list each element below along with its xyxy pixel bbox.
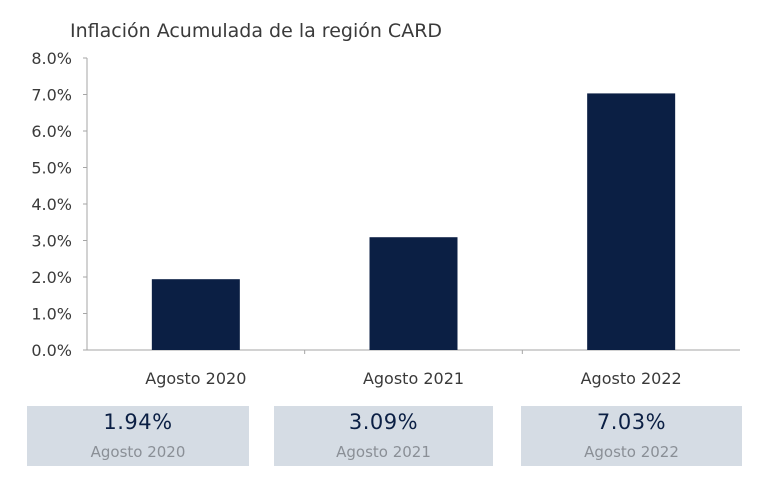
summary-card-2021: 3.09% Agosto 2021 bbox=[274, 406, 493, 466]
y-tick-label: 6.0% bbox=[31, 122, 72, 141]
y-tick-label: 8.0% bbox=[31, 49, 72, 68]
y-tick-label: 2.0% bbox=[31, 268, 72, 287]
summary-card-2020: 1.94% Agosto 2020 bbox=[27, 406, 249, 466]
x-tick-label: Agosto 2020 bbox=[145, 369, 246, 388]
y-axis-ticks: 0.0% 1.0% 2.0% 3.0% 4.0% 5.0% 6.0% 7.0% 8.0% bbox=[31, 49, 87, 360]
x-tick-label: Agosto 2022 bbox=[581, 369, 682, 388]
summary-card-label: Agosto 2022 bbox=[584, 443, 679, 461]
y-tick-label: 3.0% bbox=[31, 232, 72, 251]
y-tick-label: 4.0% bbox=[31, 195, 72, 214]
bar bbox=[151, 279, 240, 350]
bars bbox=[151, 93, 676, 350]
chart-title: Inflación Acumulada de la región CARD bbox=[70, 20, 442, 42]
summary-card-2022: 7.03% Agosto 2022 bbox=[521, 406, 742, 466]
y-tick-label: 5.0% bbox=[31, 159, 72, 178]
summary-card-value: 7.03% bbox=[596, 410, 667, 434]
bar bbox=[369, 237, 458, 350]
y-tick-label: 0.0% bbox=[31, 341, 72, 360]
summary-card-value: 1.94% bbox=[103, 410, 173, 434]
summary-card-label: Agosto 2021 bbox=[336, 443, 431, 461]
x-axis-ticks: Agosto 2020 Agosto 2021 Agosto 2022 bbox=[145, 350, 682, 388]
x-tick-label: Agosto 2021 bbox=[363, 369, 464, 388]
summary-card-label: Agosto 2020 bbox=[90, 443, 186, 461]
inflation-bar-chart: Inflación Acumulada de la región CARD 0.… bbox=[31, 20, 740, 388]
summary-card-value: 3.09% bbox=[348, 410, 419, 434]
y-tick-label: 1.0% bbox=[31, 305, 72, 324]
y-tick-label: 7.0% bbox=[31, 86, 72, 105]
bar bbox=[587, 93, 676, 350]
